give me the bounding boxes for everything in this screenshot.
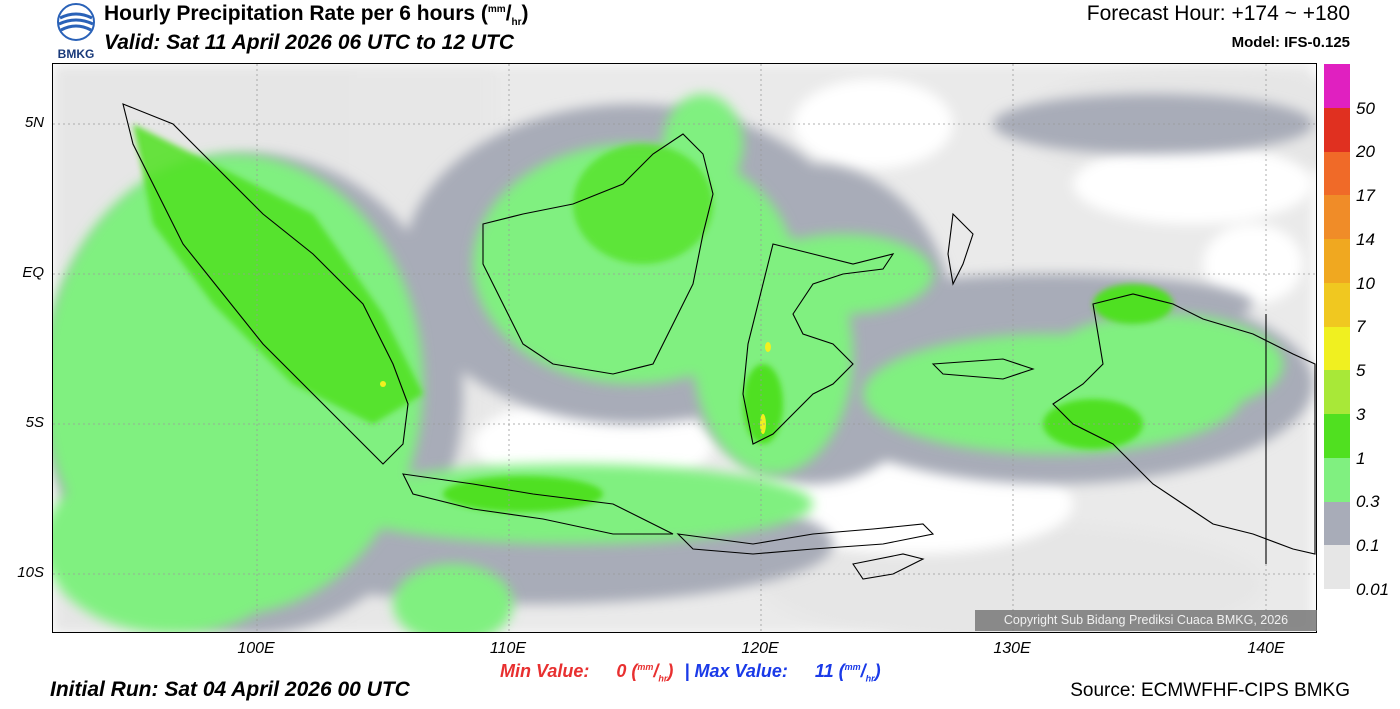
copyright-notice: Copyright Sub Bidang Prediksi Cuaca BMKG… xyxy=(975,610,1317,631)
chart-title: Hourly Precipitation Rate per 6 hours (m… xyxy=(104,2,529,28)
coast-seram xyxy=(931,358,1035,380)
logo-text: BMKG xyxy=(58,47,95,60)
colorbar-label-03: 0.3 xyxy=(1356,492,1380,511)
colorbar-label-17: 17 xyxy=(1356,186,1375,205)
colorbar-label-5: 5 xyxy=(1356,361,1366,380)
colorbar-label-3: 3 xyxy=(1356,405,1366,424)
colorbar-label-001: 0.01 xyxy=(1356,580,1390,599)
colorbar-segment-001 xyxy=(1324,545,1350,589)
lon-label-110e: 110E xyxy=(489,640,527,657)
colorbar-label-50: 50 xyxy=(1356,99,1375,118)
colorbar-label-01: 0.1 xyxy=(1356,536,1380,555)
graticule xyxy=(53,64,1316,632)
colorbar-segment-01 xyxy=(1324,501,1350,546)
lon-label-140e: 140E xyxy=(1247,640,1285,657)
colorbar-segment-3 xyxy=(1324,370,1350,414)
min-unit: (mm/hr) xyxy=(631,661,674,684)
coast-sulawesi xyxy=(742,243,895,445)
colorbar-label-7: 7 xyxy=(1356,317,1366,336)
colorbar-label-10: 10 xyxy=(1356,274,1375,293)
valid-time: Valid: Sat 11 April 2026 06 UTC to 12 UT… xyxy=(104,31,515,54)
initial-run: Initial Run: Sat 04 April 2026 00 UTC xyxy=(50,678,410,701)
title-unit-den: hr xyxy=(511,17,522,29)
max-value: 11 xyxy=(814,661,834,681)
coastlines xyxy=(122,103,1316,580)
colorbar-segment-03 xyxy=(1324,457,1350,502)
colorbar-segment-7 xyxy=(1324,282,1350,327)
coast-halmahera xyxy=(947,212,974,286)
min-max-values: Min Value: 0 (mm/hr) | Max Value: 11 (mm… xyxy=(500,661,881,684)
max-label: Max Value: xyxy=(694,661,788,681)
lat-label-5s: 5S xyxy=(25,414,44,431)
map-svg xyxy=(53,64,1316,632)
colorbar-segment-20 xyxy=(1324,107,1350,152)
colorbar-segment-5 xyxy=(1324,326,1350,371)
title-text: Hourly Precipitation Rate per 6 hours ( xyxy=(104,2,488,25)
min-value: 0 xyxy=(616,661,627,681)
coast-sumatra xyxy=(122,103,409,465)
colorbar xyxy=(1324,64,1350,589)
title-unit-num: mm xyxy=(487,4,506,15)
title-close: ) xyxy=(521,2,529,25)
lon-label-100e: 100E xyxy=(237,640,275,657)
colorbar-segment-17 xyxy=(1324,151,1350,196)
coast-java xyxy=(402,473,674,535)
title-unit-sep: / xyxy=(505,2,512,25)
max-unit: (mm/hr) xyxy=(838,661,881,684)
coast-papua xyxy=(1052,293,1316,555)
model-name: Model: IFS-0.125 xyxy=(1231,34,1350,51)
minmax-separator: | xyxy=(684,661,690,681)
colorbar-segment-1 xyxy=(1324,414,1350,458)
colorbar-label-14: 14 xyxy=(1356,230,1375,249)
coast-borneo xyxy=(482,133,714,375)
forecast-hour: Forecast Hour: +174 ~ +180 xyxy=(1086,2,1350,25)
colorbar-segment-50 xyxy=(1324,64,1350,108)
min-label: Min Value: xyxy=(500,661,590,681)
coast-nusatenggara xyxy=(676,523,935,555)
lat-label-eq: EQ xyxy=(22,264,44,281)
colorbar-segment-14 xyxy=(1324,195,1350,239)
coast-timor xyxy=(852,553,925,580)
lon-label-130e: 130E xyxy=(993,640,1031,657)
precipitation-map xyxy=(52,63,1317,633)
data-source: Source: ECMWFHF-CIPS BMKG xyxy=(1070,680,1350,701)
colorbar-segment-10 xyxy=(1324,239,1350,283)
lon-label-120e: 120E xyxy=(741,640,779,657)
bmkg-logo: BMKG xyxy=(52,2,100,61)
colorbar-label-1: 1 xyxy=(1356,449,1366,468)
colorbar-label-20: 20 xyxy=(1356,142,1375,161)
lat-label-5n: 5N xyxy=(24,114,44,131)
lat-label-10s: 10S xyxy=(17,564,44,581)
